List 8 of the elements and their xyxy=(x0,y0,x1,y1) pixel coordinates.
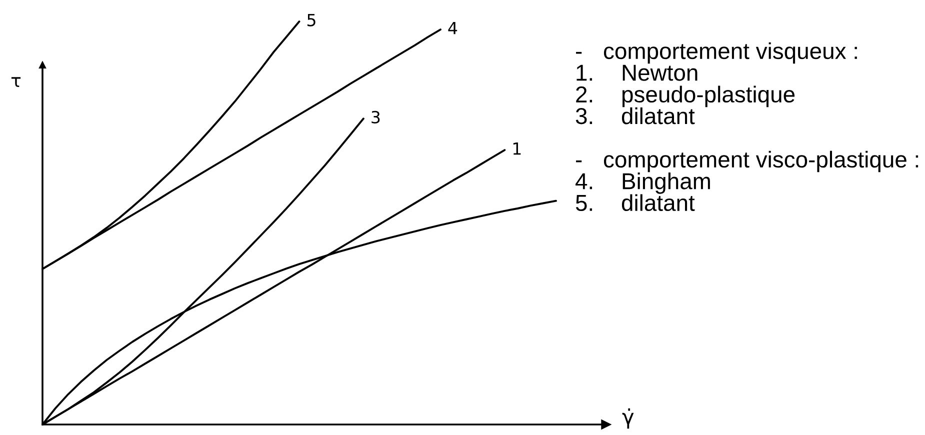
series-label: 4 xyxy=(448,22,458,34)
x-axis-title: γ̇ xyxy=(622,408,634,429)
series-label: 3 xyxy=(372,110,380,124)
series-label: 1 xyxy=(513,142,521,155)
series-label: 5 xyxy=(307,14,316,26)
text: - comportement visqueux : 1. Newton 2. pseudo-plastique 3. dilatant xyxy=(576,42,857,124)
text: - comportement visco-plastique : 4. Bingham 5. dilatant xyxy=(576,150,918,212)
y-axis-title: τ xyxy=(11,77,21,87)
